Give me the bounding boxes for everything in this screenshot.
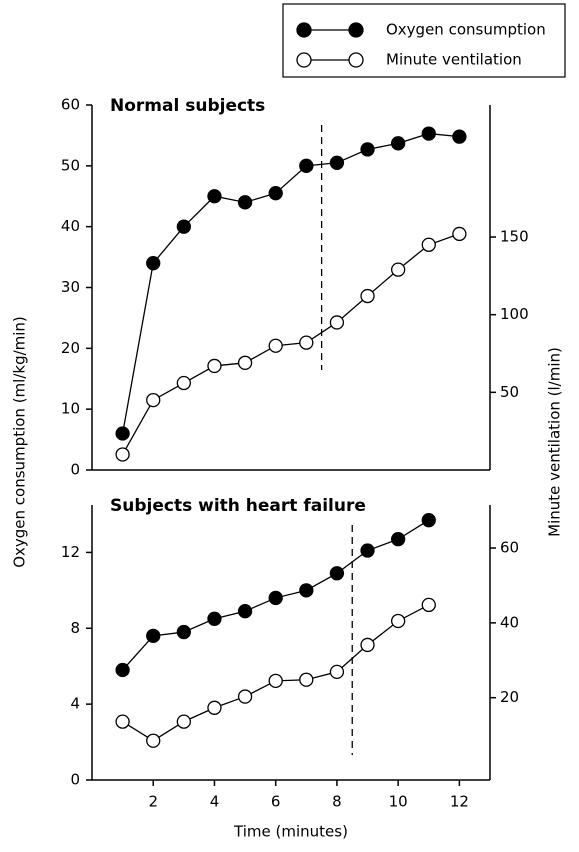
y-tick-label: 12 xyxy=(61,543,80,561)
data-point xyxy=(146,392,161,408)
data-point xyxy=(329,315,345,330)
data-point xyxy=(115,714,130,729)
x-tick-label: 2 xyxy=(148,793,158,811)
data-point xyxy=(237,195,253,210)
data-point xyxy=(176,714,191,729)
y2-tick-label: 100 xyxy=(500,305,529,323)
data-point xyxy=(452,129,467,144)
data-point xyxy=(421,513,436,528)
data-point xyxy=(115,662,130,678)
data-point xyxy=(237,604,253,619)
panel-title: Subjects with heart failure xyxy=(110,496,366,516)
y-tick-label: 50 xyxy=(61,156,80,174)
legend-marker xyxy=(296,52,312,68)
y-tick-label: 40 xyxy=(61,217,80,235)
data-point xyxy=(207,700,222,715)
x-tick-label: 4 xyxy=(210,793,220,811)
y-tick-label: 60 xyxy=(61,96,80,114)
data-point xyxy=(421,126,436,141)
data-point xyxy=(237,689,253,704)
y2-axis-label: Minute ventilation (l/min) xyxy=(546,347,564,537)
data-point xyxy=(115,426,130,441)
data-point xyxy=(391,136,406,151)
data-point xyxy=(391,531,406,547)
y-tick-label: 0 xyxy=(70,461,80,479)
data-point xyxy=(329,155,345,170)
data-point xyxy=(329,566,345,581)
x-tick-label: 8 xyxy=(332,793,342,811)
series-line xyxy=(122,233,460,455)
data-point xyxy=(360,142,375,157)
data-point xyxy=(421,597,436,613)
data-point xyxy=(268,186,283,201)
data-point xyxy=(299,672,314,687)
data-point xyxy=(176,624,191,640)
legend-marker xyxy=(348,52,364,68)
data-point xyxy=(299,335,314,350)
panel-title: Normal subjects xyxy=(110,96,265,116)
y2-tick-label: 20 xyxy=(500,688,519,706)
y-tick-label: 4 xyxy=(70,695,80,713)
y2-tick-label: 60 xyxy=(500,539,519,557)
data-point xyxy=(146,256,161,271)
y2-tick-label: 40 xyxy=(500,613,519,631)
y2-tick-label: 50 xyxy=(500,383,519,401)
series-line xyxy=(122,604,430,742)
data-point xyxy=(299,583,314,598)
x-tick-label: 10 xyxy=(389,793,408,811)
legend-label: Oxygen consumption xyxy=(386,21,546,39)
data-point xyxy=(360,288,375,304)
data-point xyxy=(207,611,222,626)
y-tick-label: 8 xyxy=(70,619,80,637)
data-point xyxy=(329,664,345,680)
x-tick-label: 12 xyxy=(450,793,469,811)
data-point xyxy=(391,262,406,277)
y-tick-label: 0 xyxy=(70,771,80,789)
data-point xyxy=(391,613,406,629)
data-point xyxy=(268,673,283,689)
data-point xyxy=(360,543,375,558)
data-point xyxy=(115,447,130,462)
data-point xyxy=(268,590,283,606)
data-point xyxy=(176,375,191,391)
data-point xyxy=(176,219,191,234)
legend-label: Minute ventilation xyxy=(386,51,522,69)
legend-marker xyxy=(348,22,364,38)
y-tick-label: 30 xyxy=(61,278,80,296)
data-point xyxy=(299,158,314,173)
data-point xyxy=(207,189,222,204)
y-tick-label: 10 xyxy=(61,400,80,418)
y-axis-label: Oxygen consumption (ml/kg/min) xyxy=(11,316,29,568)
legend-marker xyxy=(296,22,312,38)
data-point xyxy=(268,338,283,353)
y-tick-label: 20 xyxy=(61,339,80,357)
data-point xyxy=(207,358,222,374)
data-point xyxy=(452,226,467,242)
data-point xyxy=(360,637,375,653)
data-point xyxy=(421,237,436,252)
x-axis-label: Time (minutes) xyxy=(233,823,348,841)
x-tick-label: 6 xyxy=(271,793,281,811)
data-point xyxy=(146,733,161,748)
legend-box xyxy=(282,3,566,78)
data-point xyxy=(237,355,253,370)
data-point xyxy=(146,628,161,644)
y2-tick-label: 150 xyxy=(500,228,529,246)
